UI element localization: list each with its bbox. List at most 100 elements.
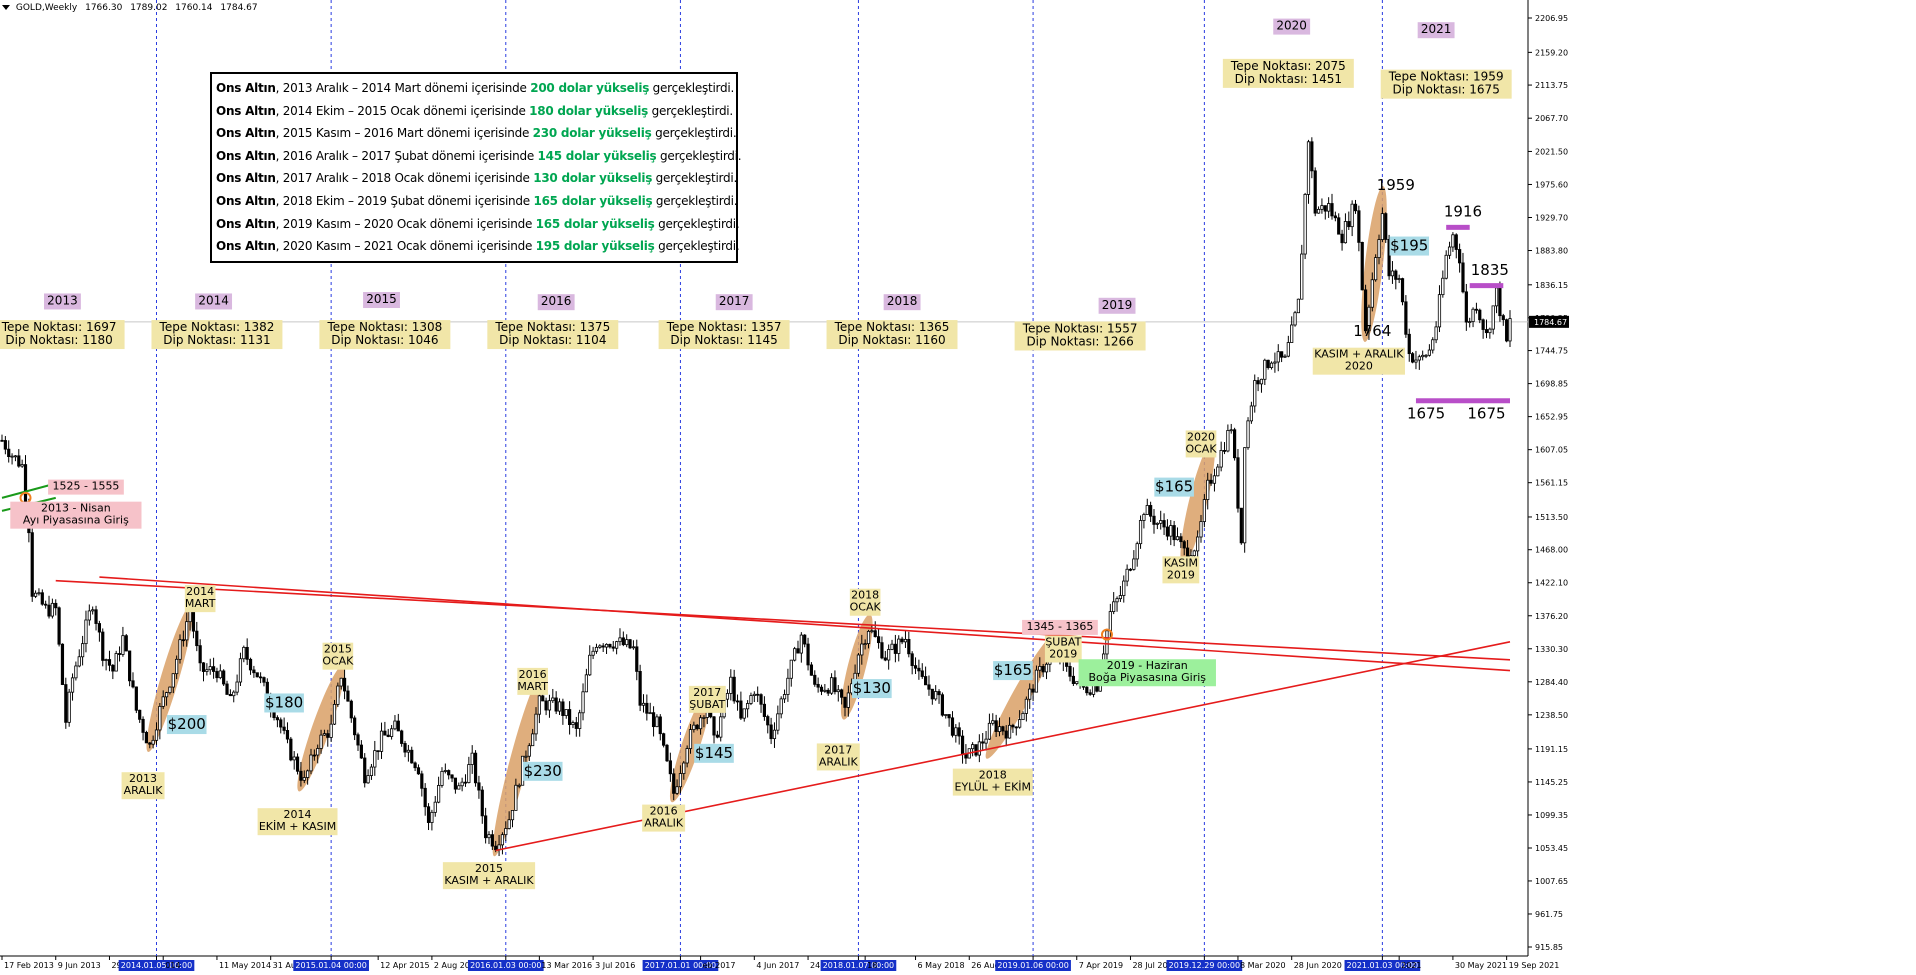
market-phase-note-bg (1022, 619, 1098, 635)
candle-body (1357, 210, 1361, 243)
candle-body (903, 638, 908, 643)
candle-body (363, 757, 367, 784)
candle-body (829, 677, 834, 694)
price-tick-label: 2021.50 (1535, 147, 1568, 156)
candle-body (1256, 380, 1260, 385)
candle-body (678, 773, 683, 788)
candle-body (776, 713, 780, 731)
candle-body (876, 636, 881, 644)
year-label: 2014 (195, 293, 233, 310)
candle-body (991, 720, 995, 724)
candle-body (1095, 685, 1099, 692)
range-box-bg (319, 320, 451, 350)
candle-body (581, 691, 585, 714)
candle-body (1044, 663, 1049, 673)
candle-body (3, 440, 7, 450)
candle-body (940, 694, 945, 716)
candle-body (1209, 479, 1213, 484)
candle-body (168, 686, 172, 694)
candle-body (218, 670, 222, 679)
year-label: 2021 (1417, 22, 1455, 39)
rally-value-label: $165 (993, 661, 1033, 681)
candle-body (803, 634, 807, 645)
candle-body (430, 811, 434, 823)
price-tick-label: 1744.75 (1535, 347, 1568, 356)
year-label-bg (1098, 297, 1136, 314)
candle-body (211, 666, 216, 672)
candle-body (60, 643, 65, 685)
candle-body (366, 775, 370, 784)
time-tick-label: 2014.01.05 00:00 (121, 961, 192, 970)
candle-body (712, 716, 716, 736)
candle-body (534, 713, 538, 735)
candle-body (813, 674, 817, 685)
rally-value-label-bg (694, 743, 734, 763)
time-tick-label: 9 Jun 2013 (58, 961, 101, 970)
candle-body (1501, 315, 1505, 321)
swing-point-label-bg (1312, 347, 1405, 375)
summary-text: , 2018 Ekim – 2019 Şubat dönemi içerisin… (275, 193, 534, 208)
candle-body (735, 700, 740, 703)
swing-point-label-line: ARALIK (124, 784, 164, 797)
candle-body (1431, 339, 1435, 351)
candle-body (342, 677, 347, 692)
symbol-header: GOLD,Weekly 1766.30 1789.02 1760.14 1784… (2, 3, 263, 13)
candle-body (880, 642, 884, 659)
candle-body (420, 773, 424, 789)
range-box-line: Dip Noktası: 1131 (163, 333, 270, 347)
range-box-line: Dip Noktası: 1266 (1026, 335, 1133, 349)
swing-point-label-bg (517, 667, 548, 695)
summary-gain: 165 dolar yükseliş (533, 193, 653, 208)
range-box-bg (0, 320, 125, 350)
year-label-line: 2016 (541, 294, 572, 308)
candle-body (571, 722, 575, 726)
candle-body (386, 734, 390, 737)
swing-point-label-line: ARALIK (819, 755, 859, 768)
candle-body (591, 650, 595, 656)
candle-body (695, 724, 699, 730)
candle-body (702, 717, 706, 719)
candle-body (1249, 405, 1253, 422)
candle-body (957, 727, 961, 737)
time-tick-label: 4 Jun 2017 (756, 961, 799, 970)
summary-tail: gerçekleştirdi. (652, 171, 738, 186)
candle-body (1350, 203, 1354, 228)
summary-tail: gerçekleştirdi. (652, 193, 738, 208)
candle-body (1417, 356, 1421, 361)
candle-body (870, 630, 874, 633)
candle-body (279, 719, 283, 728)
candle-body (598, 645, 602, 648)
candle-body (484, 815, 488, 839)
candle-body (81, 643, 85, 658)
candle-body (33, 592, 38, 597)
collapse-triangle-icon[interactable] (2, 5, 10, 10)
candle-body (897, 638, 901, 654)
swing-point-label-line: MART (185, 597, 216, 610)
candle-body (766, 716, 770, 726)
candle-body (473, 752, 478, 784)
candle-body (840, 689, 844, 698)
time-tick-label: 2 Aug 2015 (434, 961, 480, 970)
summary-row: Ons Altın, 2019 Kasım – 2020 Ocak dönemi… (216, 213, 740, 236)
candle-body (1041, 666, 1045, 673)
candle-body (64, 684, 68, 723)
candle-body (1021, 712, 1025, 721)
candle-body (1004, 730, 1008, 739)
candle-body (1407, 333, 1411, 355)
candle-body (1458, 249, 1462, 264)
candle-body (971, 744, 975, 750)
candle-body (259, 676, 263, 679)
candle-body (490, 834, 494, 847)
rally-value-label-line: $230 (524, 762, 562, 780)
candle-body (222, 670, 226, 685)
candle-body (719, 716, 723, 738)
candle-body (111, 664, 115, 672)
candle-body (977, 741, 981, 756)
summary-lead: Ons Altın (216, 216, 276, 231)
